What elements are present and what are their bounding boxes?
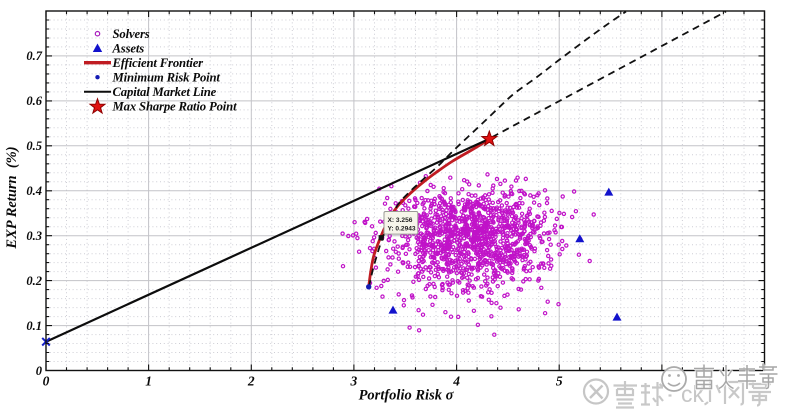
svg-text:Y: 0.2943: Y: 0.2943 xyxy=(388,226,416,233)
svg-text:3: 3 xyxy=(350,374,358,389)
svg-text:EXP Return (%): EXP Return (%) xyxy=(4,146,20,249)
svg-text:Max Sharpe Ratio Point: Max Sharpe Ratio Point xyxy=(112,100,238,114)
svg-text:4: 4 xyxy=(452,374,460,389)
svg-text:Portfolio Risk σ: Portfolio Risk σ xyxy=(359,388,455,404)
svg-text:0.2: 0.2 xyxy=(26,274,42,288)
svg-text:Solvers: Solvers xyxy=(113,27,150,41)
svg-text:0.1: 0.1 xyxy=(26,319,42,333)
svg-text:Efficient Frontier: Efficient Frontier xyxy=(112,56,205,70)
svg-text:Capital Market Line: Capital Market Line xyxy=(113,85,217,99)
svg-text:Minimum Risk Point: Minimum Risk Point xyxy=(112,71,221,85)
svg-text:0.3: 0.3 xyxy=(26,229,42,243)
svg-text:0: 0 xyxy=(36,364,43,378)
svg-text:X: 3.256: X: 3.256 xyxy=(388,217,413,224)
svg-text:Assets: Assets xyxy=(112,42,145,56)
svg-text:1: 1 xyxy=(145,374,152,389)
svg-text:0.7: 0.7 xyxy=(26,49,42,63)
svg-text:0.6: 0.6 xyxy=(26,94,42,108)
svg-text:0: 0 xyxy=(43,374,50,389)
svg-text:5: 5 xyxy=(556,374,563,389)
svg-text:2: 2 xyxy=(247,374,255,389)
svg-text:0.4: 0.4 xyxy=(26,184,42,198)
svg-text:0.5: 0.5 xyxy=(26,139,42,153)
